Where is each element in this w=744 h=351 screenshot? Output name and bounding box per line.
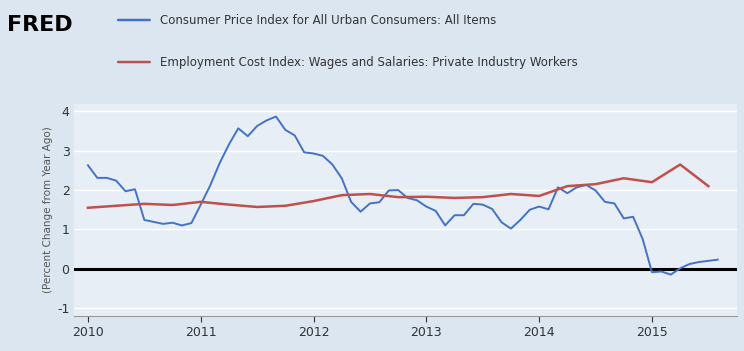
Text: Employment Cost Index: Wages and Salaries: Private Industry Workers: Employment Cost Index: Wages and Salarie…	[160, 55, 577, 68]
Text: Consumer Price Index for All Urban Consumers: All Items: Consumer Price Index for All Urban Consu…	[160, 13, 496, 27]
Y-axis label: (Percent Change from Year Ago): (Percent Change from Year Ago)	[43, 126, 53, 293]
Text: FRED: FRED	[7, 15, 73, 35]
